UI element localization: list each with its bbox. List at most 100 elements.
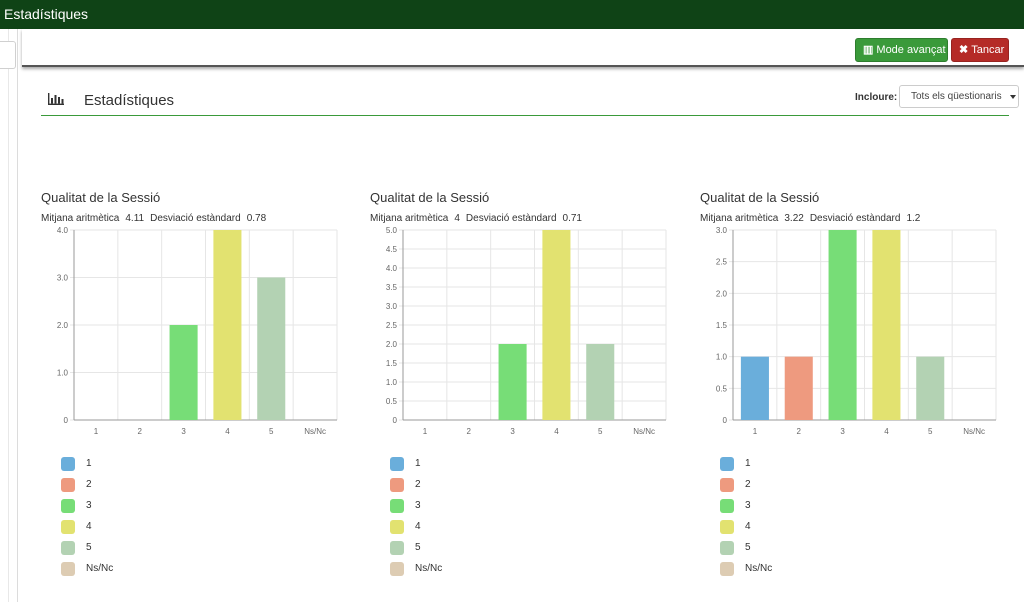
chart-title: Qualitat de la Sessió	[41, 190, 161, 205]
y-tick-label: 5.0	[386, 226, 398, 235]
legend-swatch	[720, 499, 734, 513]
chart-panel-2: Qualitat de la Sessió Mitjana aritmètica…	[370, 190, 670, 590]
y-tick-label: 2.5	[386, 321, 398, 330]
legend-swatch	[390, 562, 404, 576]
bar-3	[828, 230, 857, 420]
y-tick-label: 1.0	[386, 378, 398, 387]
legend-swatch	[720, 478, 734, 492]
bar-4	[213, 230, 242, 420]
bar-5	[916, 356, 945, 420]
bar-chart: 0 0.5 1.0 1.5 2.0 2.5 3.0 1 2 3 4 5 Ns/Nc	[716, 226, 997, 436]
section-header: Estadístiques	[41, 84, 1009, 116]
legend-swatch	[61, 457, 75, 471]
include-filter-value: Tots els qüestionaris	[911, 91, 1002, 102]
legend-label: 4	[745, 521, 751, 532]
sd-value: 0.71	[562, 213, 582, 224]
chart-stats: Mitjana aritmètica 4.11 Desviació estàndar…	[41, 213, 272, 224]
legend-swatch	[720, 562, 734, 576]
y-tick-label: 2.5	[716, 258, 728, 267]
legend-swatch	[720, 541, 734, 555]
mean-value: 4.11	[125, 213, 145, 224]
include-filter-select[interactable]: Tots els qüestionaris	[899, 85, 1019, 108]
legend-label: 3	[86, 500, 92, 511]
bar-3	[498, 344, 527, 420]
chart-title: Qualitat de la Sessió	[370, 190, 490, 205]
bar-chart-icon: ▥	[863, 44, 874, 56]
x-tick-label: 1	[423, 427, 428, 436]
legend-swatch	[61, 562, 75, 576]
sd-value: 1.2	[906, 213, 921, 224]
y-tick-label: 1.0	[716, 353, 728, 362]
advanced-mode-button[interactable]: ▥ Mode avançat	[855, 38, 948, 62]
x-tick-label: 2	[138, 427, 143, 436]
chart-stats: Mitjana aritmètica 3.22 Desviació estàndar…	[700, 213, 926, 224]
legend-label: 5	[745, 542, 751, 553]
x-tick-label: 3	[840, 427, 845, 436]
sd-label: Desviació estàndard	[150, 213, 241, 224]
legend-label: 2	[86, 479, 92, 490]
y-tick-label: 3.5	[386, 283, 398, 292]
x-tick-label: 1	[753, 427, 758, 436]
x-tick-label: Ns/Nc	[633, 427, 655, 436]
legend-label: 5	[415, 542, 421, 553]
x-tick-label: 2	[797, 427, 802, 436]
close-icon: ✖	[959, 44, 969, 56]
sd-label: Desviació estàndard	[809, 213, 901, 224]
bar-3	[169, 325, 198, 420]
sidebar-divider	[8, 29, 9, 602]
include-filter-label: Incloure:	[855, 92, 898, 103]
x-tick-label: 3	[510, 427, 515, 436]
sidebar-toggle[interactable]	[0, 41, 16, 69]
chart-title: Qualitat de la Sessió	[700, 190, 820, 205]
mean-label: Mitjana aritmètica	[370, 213, 449, 224]
y-tick-label: 3.0	[386, 302, 398, 311]
legend-label: 5	[86, 542, 92, 553]
legend-label: 1	[745, 458, 751, 469]
bar-5	[586, 344, 615, 420]
x-tick-label: Ns/Nc	[963, 427, 985, 436]
mean-label: Mitjana aritmètica	[700, 213, 779, 224]
y-tick-label: 3.0	[716, 226, 728, 235]
x-tick-label: 2	[467, 427, 472, 436]
x-tick-label: 5	[928, 427, 933, 436]
sd-label: Desviació estàndard	[465, 213, 557, 224]
y-tick-label: 0	[723, 416, 728, 425]
y-tick-label: 0.5	[386, 397, 398, 406]
legend-label: Ns/Nc	[745, 563, 773, 574]
x-tick-label: 4	[884, 427, 889, 436]
statistics-icon	[48, 93, 64, 105]
y-tick-label: 1.5	[716, 321, 728, 330]
y-tick-label: 2.0	[716, 289, 728, 298]
sd-value: 0.78	[246, 213, 267, 224]
mean-value: 3.22	[784, 213, 804, 224]
bar-4	[542, 230, 571, 420]
bar-1	[740, 356, 769, 420]
legend-label: 1	[86, 458, 92, 469]
legend-label: 4	[415, 521, 421, 532]
legend-label: Ns/Nc	[86, 563, 114, 574]
legend-swatch	[61, 478, 75, 492]
bar-chart: 0 0.5 1.0 1.5 2.0 2.5 3.0 3.5 4.0 4.5 5.0 1 2 3 4 5 Ns/N…	[386, 226, 667, 436]
legend-swatch	[61, 520, 75, 534]
y-tick-label: 0	[64, 416, 69, 425]
x-tick-label: 5	[269, 427, 274, 436]
legend-swatch	[390, 520, 404, 534]
legend-label: Ns/Nc	[415, 563, 443, 574]
chart-panel-1: Qualitat de la Sessió Mitjana aritmètica…	[41, 190, 341, 590]
legend-swatch	[61, 499, 75, 513]
x-tick-label: Ns/Nc	[304, 427, 326, 436]
legend-swatch	[390, 541, 404, 555]
bar-chart: 0 1.0 2.0 3.0 4.0 1 2 3 4 5 Ns/Nc	[57, 226, 338, 436]
x-tick-label: 3	[181, 427, 186, 436]
y-tick-label: 1.5	[386, 359, 398, 368]
close-button[interactable]: ✖ Tancar	[951, 38, 1009, 62]
legend-label: 3	[745, 500, 751, 511]
y-tick-label: 4.0	[386, 264, 398, 273]
y-tick-label: 4.0	[57, 226, 69, 235]
x-tick-label: 4	[554, 427, 559, 436]
y-tick-label: 3.0	[57, 274, 69, 283]
mean-label: Mitjana aritmètica	[41, 213, 120, 224]
legend-label: 1	[415, 458, 421, 469]
y-tick-label: 2.0	[57, 321, 69, 330]
legend-swatch	[720, 457, 734, 471]
